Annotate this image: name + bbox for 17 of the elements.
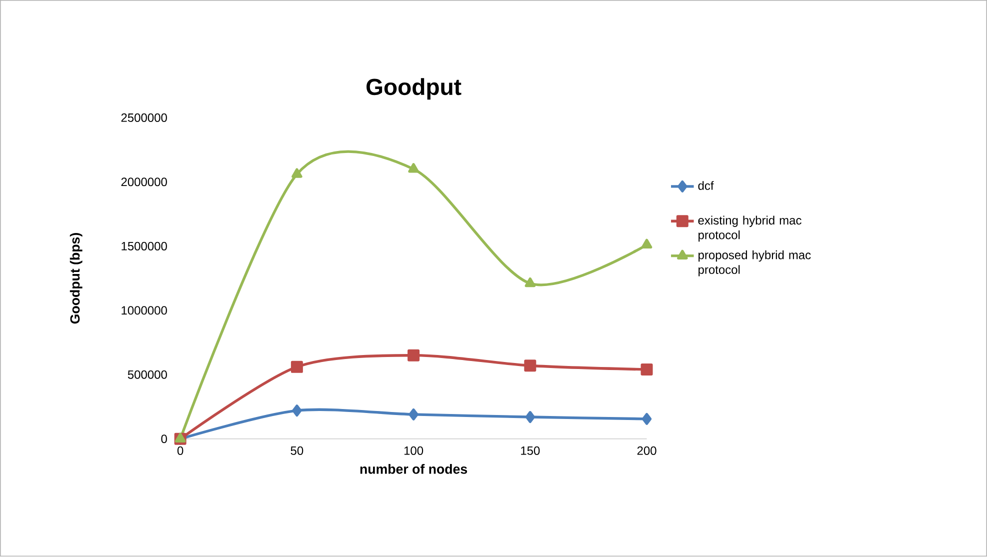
y-tick-label: 500000	[128, 370, 167, 380]
legend-label: proposed hybrid mac protocol	[698, 250, 811, 277]
y-tick-label: 1000000	[122, 306, 167, 315]
y-axis-title: Goodput (bps)	[70, 233, 82, 324]
x-tick-label: 200	[637, 446, 656, 456]
y-tick-label: 1500000	[122, 242, 167, 251]
x-axis-title: number of nodes	[360, 464, 468, 474]
x-tick-label: 100	[404, 446, 424, 456]
y-tick-label: 0	[161, 434, 167, 444]
x-tick-label: 150	[521, 446, 540, 456]
x-tick-label: 50	[290, 446, 304, 456]
chart-title: Goodput	[366, 78, 462, 100]
x-tick-label: 0	[177, 446, 184, 456]
y-tick-label: 2000000	[121, 178, 167, 186]
legend-label: dcf	[698, 181, 714, 190]
y-tick-label: 2500000	[121, 114, 167, 122]
legend-label: existing hybrid mac protocol	[698, 216, 802, 242]
